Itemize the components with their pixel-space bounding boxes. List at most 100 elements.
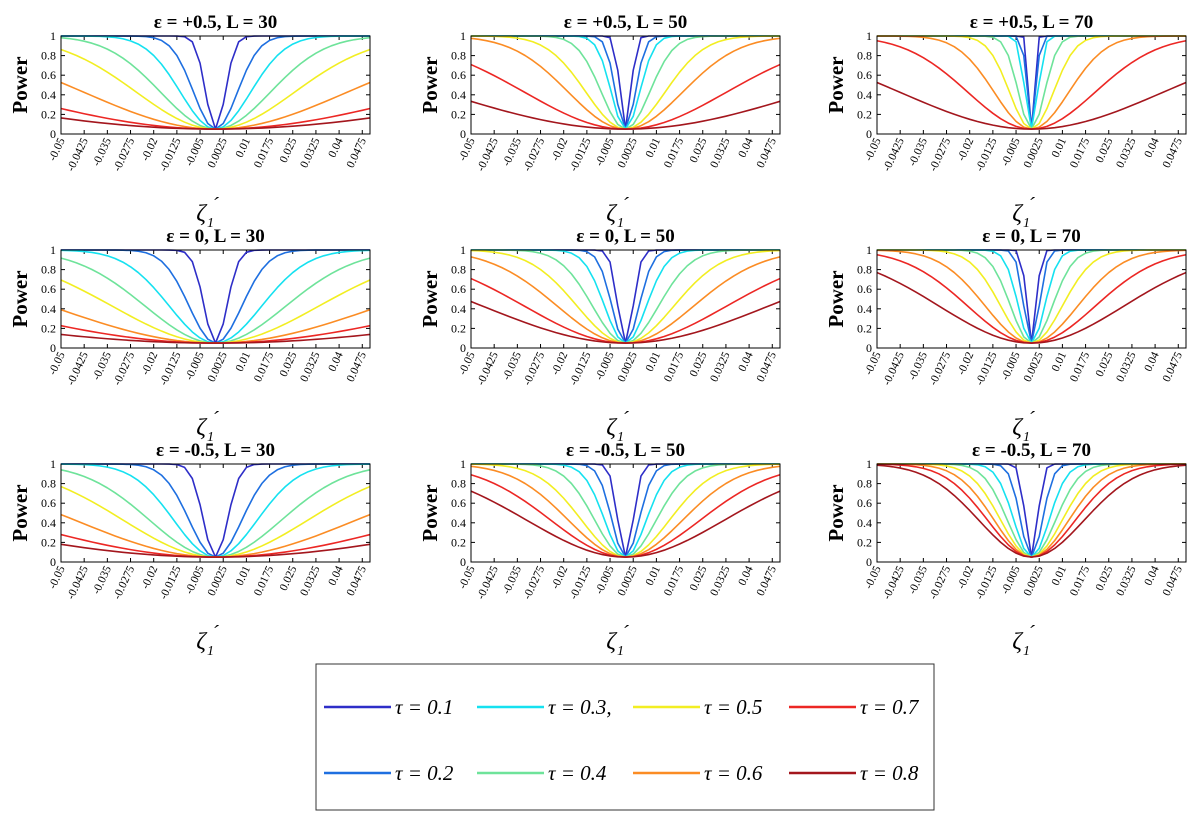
x-tick-label: 0.0025	[616, 350, 640, 384]
plot-frame	[60, 249, 371, 349]
x-tick-label: 0.0475	[345, 564, 369, 598]
series-line	[471, 463, 780, 558]
y-tick-label: 0.6	[857, 68, 872, 82]
series-line	[471, 249, 780, 344]
y-tick-label: 0	[50, 555, 56, 569]
y-axis-label: Power	[8, 484, 32, 541]
series-line	[471, 249, 780, 344]
x-tick-label: 0.01	[234, 564, 253, 588]
x-tick-label: -0.0425	[65, 564, 91, 601]
x-tick-label: -0.0125	[158, 136, 184, 173]
panel: ε = 0, L = 50Power00.20.40.60.81-0.05-0.…	[418, 226, 781, 445]
y-tick-label: 0.4	[41, 302, 56, 316]
x-tick-label: -0.0425	[475, 350, 501, 387]
series-line	[60, 257, 371, 344]
x-tick-label: -0.02	[139, 136, 160, 163]
x-axis-label: ζ1´	[1012, 194, 1035, 231]
x-axis-label: ζ1´	[606, 622, 629, 659]
y-tick-label: 0.6	[41, 68, 56, 82]
y-tick-label: 0.6	[451, 282, 466, 296]
x-tick-label: 0.0475	[1161, 564, 1185, 598]
series-line	[60, 469, 371, 558]
x-tick-label: 0.0175	[662, 136, 686, 170]
series-line	[470, 490, 781, 558]
x-tick-label: 0.0475	[345, 136, 369, 170]
series-line	[876, 464, 1187, 558]
x-tick-label: -0.0125	[158, 350, 184, 387]
x-tick-label: -0.0125	[974, 350, 1000, 387]
x-tick-label: -0.0425	[881, 564, 907, 601]
x-tick-label: 0.025	[278, 136, 300, 165]
y-tick-label: 0.6	[451, 68, 466, 82]
x-tick-label: -0.0425	[881, 136, 907, 173]
x-tick-label: 0.01	[234, 136, 253, 160]
series-line	[60, 117, 371, 130]
x-tick-label: -0.0125	[974, 136, 1000, 173]
x-tick-label: 0.025	[278, 564, 300, 593]
y-tick-label: 0.4	[451, 516, 466, 530]
y-tick-label: 0.2	[857, 107, 872, 121]
x-tick-label: -0.035	[501, 564, 525, 596]
y-axis-label: Power	[8, 270, 32, 327]
y-tick-label: 0	[460, 555, 466, 569]
x-tick-label: 0.0025	[1022, 136, 1046, 170]
x-tick-label: 0.0325	[708, 564, 732, 598]
y-tick-label: 0.8	[857, 477, 872, 491]
series-line	[877, 463, 1186, 558]
series-line	[470, 63, 781, 130]
x-tick-label: -0.02	[549, 350, 570, 377]
x-tick-label: -0.0275	[521, 564, 547, 601]
plot-frame	[60, 463, 371, 563]
panel: ε = +0.5, L = 50Power00.20.40.60.81-0.05…	[418, 12, 781, 231]
series-line	[471, 35, 780, 130]
series-line	[470, 249, 781, 344]
panel-title: ε = 0, L = 70	[982, 226, 1080, 247]
series-line	[60, 249, 371, 344]
x-tick-label: 0.04	[326, 350, 345, 374]
y-tick-label: 0.6	[857, 282, 872, 296]
x-tick-label: 0.0025	[206, 564, 230, 598]
x-tick-label: -0.0275	[111, 350, 137, 387]
legend-label: τ = 0.2	[395, 761, 454, 785]
series-line	[470, 300, 781, 344]
y-tick-label: 1	[460, 457, 466, 471]
x-tick-label: -0.02	[955, 564, 976, 591]
y-tick-label: 0	[460, 341, 466, 355]
x-tick-label: -0.0125	[568, 136, 594, 173]
series-line	[877, 35, 1186, 130]
x-tick-label: -0.02	[139, 350, 160, 377]
series-line	[471, 463, 780, 558]
y-tick-label: 0.2	[41, 107, 56, 121]
series-line	[876, 81, 1187, 130]
x-tick-label: 0.0175	[252, 136, 276, 170]
x-tick-label: -0.0275	[521, 136, 547, 173]
series-line	[60, 107, 371, 130]
x-tick-label: 0.04	[1142, 136, 1161, 160]
x-tick-label: -0.005	[183, 350, 207, 382]
y-tick-label: 0.8	[857, 49, 872, 63]
legend: τ = 0.1 τ = 0.3, τ = 0.5 τ = 0.7 τ = 0.2 τ = …	[315, 663, 935, 811]
legend-label: τ = 0.4	[548, 761, 607, 785]
x-tick-label: 0.0325	[1114, 564, 1138, 598]
x-tick-label: -0.005	[999, 350, 1023, 382]
series-line	[877, 463, 1186, 558]
series-line	[876, 271, 1187, 344]
panel: ε = -0.5, L = 50Power00.20.40.60.81-0.05…	[418, 440, 781, 659]
series-line	[470, 473, 781, 558]
x-tick-label: -0.035	[907, 350, 931, 382]
x-tick-label: -0.0125	[568, 350, 594, 387]
series-line	[877, 35, 1186, 130]
y-tick-label: 0.6	[451, 496, 466, 510]
series-line	[471, 463, 780, 558]
x-tick-label: -0.005	[593, 350, 617, 382]
x-tick-label: -0.0275	[927, 350, 953, 387]
series-line	[60, 48, 371, 130]
y-tick-label: 0	[50, 127, 56, 141]
x-tick-label: 0.0475	[755, 350, 779, 384]
series-line	[60, 485, 371, 558]
x-axis-label: ζ1´	[606, 194, 629, 231]
y-tick-label: 0.8	[451, 49, 466, 63]
x-axis-label: ζ1´	[1012, 408, 1035, 445]
x-tick-label: 0.01	[1050, 564, 1069, 588]
x-tick-label: -0.035	[907, 564, 931, 596]
